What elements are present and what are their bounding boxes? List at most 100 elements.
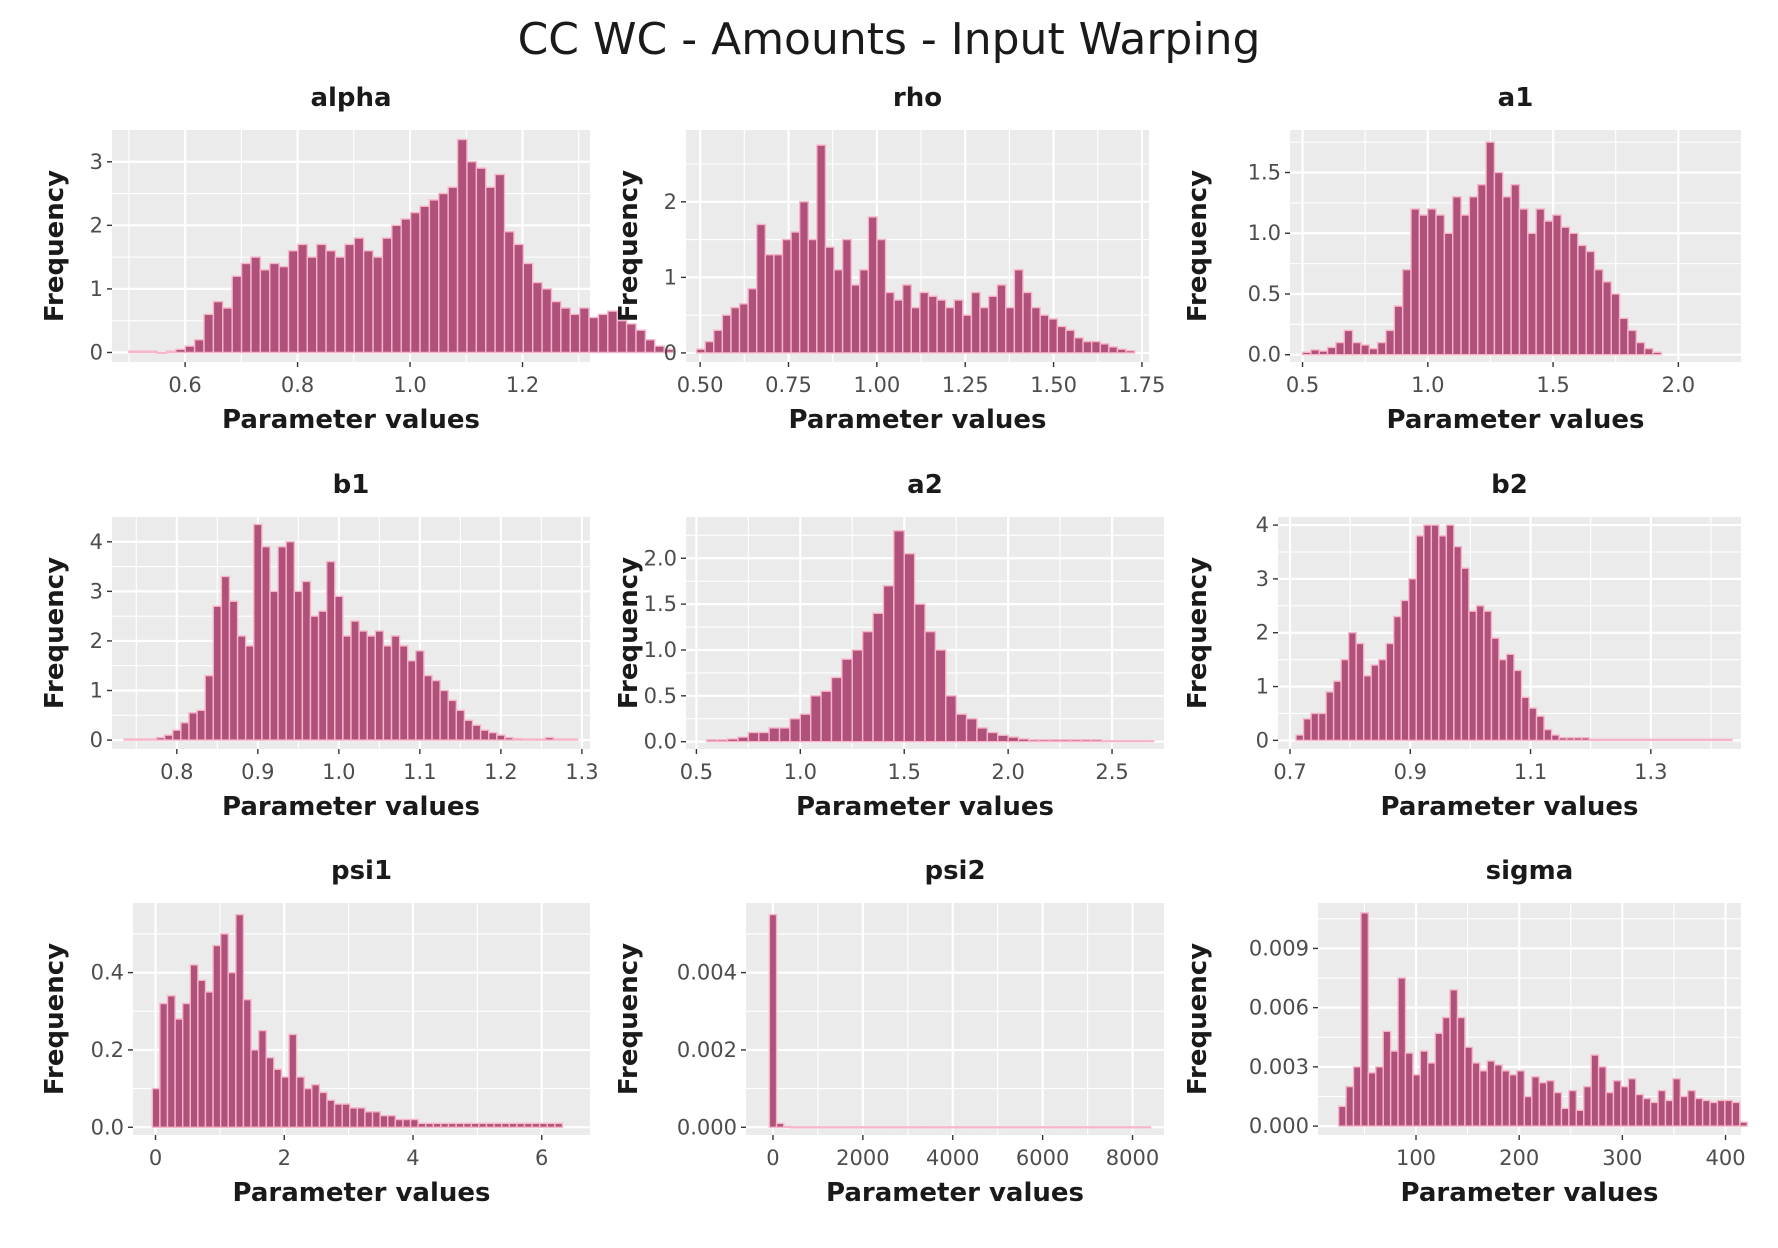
y-tick-label: 0.006 (1249, 996, 1309, 1020)
histogram-bar (189, 964, 199, 1128)
histogram-bar (1612, 1080, 1622, 1127)
histogram-bar (859, 269, 870, 354)
y-tick-label: 0.2 (91, 1038, 124, 1062)
histogram-bar (758, 731, 770, 743)
histogram-bar (463, 1122, 473, 1128)
histogram-bar (919, 1126, 929, 1129)
facet-title: b1 (333, 470, 370, 500)
histogram-bar (1337, 1105, 1347, 1127)
histogram-bar (1142, 740, 1155, 743)
histogram-bar (287, 250, 299, 354)
histogram-bar (997, 734, 1009, 743)
histogram-bar (261, 546, 271, 741)
y-tick-label: 2 (664, 190, 677, 214)
histogram-bar (726, 738, 739, 743)
histogram-bar (738, 303, 749, 354)
facet-a2: 0.5 1.0 1.5 2.0 2.50.00.51.01.52.0a2Paramete… (614, 470, 1164, 822)
histogram-bar (1693, 738, 1703, 742)
histogram-bar (1085, 1126, 1094, 1129)
x-tick-label: 0 (766, 1146, 779, 1170)
histogram-bar (884, 291, 895, 354)
histogram-bar (970, 291, 981, 354)
histogram-bar (1501, 1070, 1511, 1127)
histogram-bar (945, 695, 957, 743)
histogram-bar (470, 1122, 480, 1128)
histogram-bar (1310, 349, 1320, 356)
histogram-bar (644, 339, 656, 354)
histogram-bar (503, 230, 515, 354)
histogram-bar (1560, 1107, 1570, 1127)
histogram-bar (936, 299, 947, 354)
histogram-bar (447, 186, 459, 354)
histogram-bar (790, 231, 801, 354)
x-tick-label: 0.6 (168, 373, 201, 397)
facet-title: rho (893, 83, 942, 113)
histogram-bar (522, 262, 534, 354)
histogram-bar (536, 738, 547, 741)
histogram-bar (1378, 658, 1387, 742)
facet-b1: 0.8 0.9 1.0 1.1 1.2 1.3 0 1 2 3 4 b1 Parameter value… (40, 470, 599, 822)
histogram-bar (1510, 183, 1521, 356)
histogram-bar (240, 262, 252, 354)
histogram-bar (1709, 1101, 1719, 1127)
histogram-bar (1092, 1126, 1101, 1129)
histogram-bar (311, 1084, 321, 1128)
facet-alpha: 0.6 0.8 1.0 1.2 0 1 2 3 alpha Parameter values Fre… (40, 83, 675, 435)
histogram-bar (1340, 658, 1350, 742)
histogram-bar (1121, 1126, 1130, 1129)
histogram-bar (242, 998, 252, 1128)
histogram-bar (919, 291, 930, 354)
x-tick-label: 0.5 (1286, 373, 1319, 397)
histogram-bar (165, 350, 177, 354)
histogram-bar (1385, 329, 1396, 356)
histogram-bar (1441, 1016, 1451, 1127)
histogram-bar (1438, 535, 1448, 742)
histogram-bar (1618, 738, 1628, 742)
x-axis-label: Parameter values (789, 405, 1047, 435)
histogram-bar (588, 316, 600, 354)
histogram-bar (1368, 347, 1379, 356)
histogram-bar (1302, 718, 1312, 742)
y-tick-label: 0.5 (644, 684, 677, 708)
histogram-bar (128, 350, 139, 354)
histogram-bar (1652, 351, 1662, 356)
histogram-bar (1583, 1085, 1592, 1127)
histogram-bar (867, 216, 878, 354)
histogram-bar (1701, 738, 1711, 742)
y-tick-label: 1.0 (1248, 221, 1281, 245)
histogram-bar (293, 590, 304, 741)
histogram-bar (478, 1122, 488, 1128)
histogram-bar (1022, 291, 1033, 354)
histogram-bar (1408, 578, 1417, 742)
histogram-bar (1099, 343, 1110, 354)
x-axis-label: Parameter values (1387, 405, 1645, 435)
x-tick-label: 1.2 (484, 760, 517, 784)
histogram-bar (1502, 196, 1512, 356)
histogram-bar (139, 738, 150, 741)
histogram-bar (912, 1126, 922, 1129)
facet-title: a1 (1498, 83, 1534, 113)
histogram-bar (1610, 293, 1621, 356)
histogram-bar (1404, 1052, 1414, 1127)
histogram-bar (485, 186, 496, 354)
histogram-bar (1360, 912, 1370, 1127)
histogram-bar (1048, 739, 1061, 743)
histogram-bar (1065, 329, 1076, 354)
histogram-bar (898, 1126, 907, 1129)
histogram-bar (306, 256, 318, 354)
histogram-bar (184, 345, 196, 354)
histogram-bar (1468, 196, 1479, 356)
histogram-bar (280, 1076, 290, 1128)
histogram-bar (350, 620, 360, 741)
histogram-bar (1664, 1099, 1674, 1127)
histogram-bar (1397, 977, 1407, 1127)
facet-b2: 0.7 0.9 1.1 1.3 0 1 2 3 4 b2 Parameter values Frequ… (1183, 470, 1741, 822)
x-tick-label: 1.5 (888, 760, 921, 784)
histogram-bar (970, 1126, 979, 1129)
histogram-bar (1460, 214, 1471, 356)
histogram-bar (819, 1126, 828, 1129)
facet-sigma: 100 200 300 400 0.000 0.003 0.006 0.009 sigma Par… (1183, 856, 1748, 1208)
y-tick-label: 0.002 (677, 1038, 737, 1062)
histogram-bar (1493, 1064, 1503, 1127)
